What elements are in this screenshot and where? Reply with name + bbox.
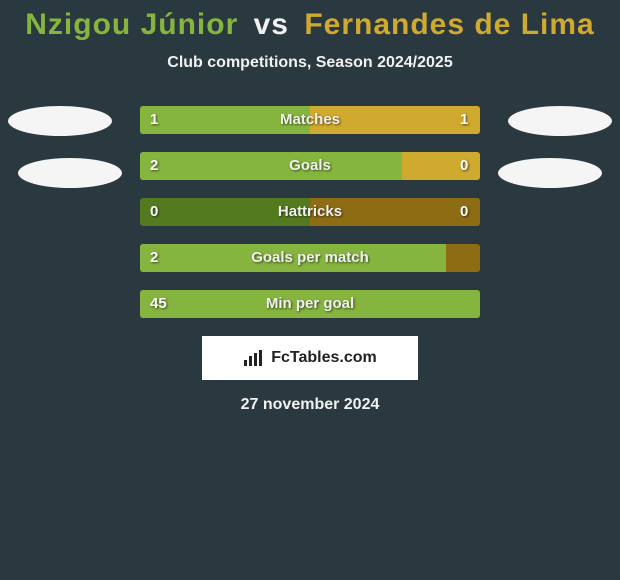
logo-text: FcTables.com xyxy=(271,349,377,367)
stat-row: 20Goals xyxy=(0,152,620,180)
stats-rows: 11Matches 20Goals 00Hattricks 2Goals per ma… xyxy=(0,106,620,318)
date-text: 27 november 2024 xyxy=(0,396,620,414)
stat-row: 00Hattricks xyxy=(0,198,620,226)
stat-row: 2Goals per match xyxy=(0,244,620,272)
stat-label: Min per goal xyxy=(140,290,480,318)
stat-label: Goals xyxy=(140,152,480,180)
stat-row: 11Matches xyxy=(0,106,620,134)
stat-label: Hattricks xyxy=(140,198,480,226)
subtitle: Club competitions, Season 2024/2025 xyxy=(0,54,620,72)
vs-text: vs xyxy=(254,8,289,41)
stat-label: Goals per match xyxy=(140,244,480,272)
bar-chart-icon xyxy=(243,349,265,367)
comparison-title: Nzigou Júnior vs Fernandes de Lima xyxy=(0,8,620,42)
player2-name: Fernandes de Lima xyxy=(304,8,594,41)
stat-label: Matches xyxy=(140,106,480,134)
fctables-logo[interactable]: FcTables.com xyxy=(202,336,418,380)
player1-name: Nzigou Júnior xyxy=(25,8,238,41)
stat-row: 45Min per goal xyxy=(0,290,620,318)
